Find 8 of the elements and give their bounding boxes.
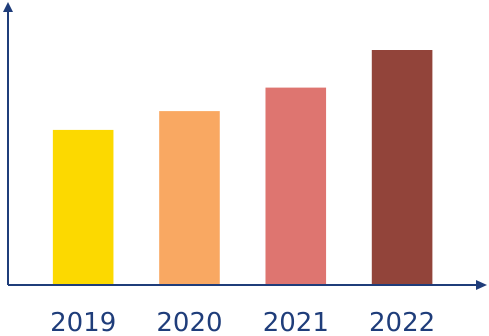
bar — [372, 50, 432, 285]
x-tick-label: 2021 — [262, 308, 329, 336]
bar — [265, 88, 326, 285]
bar — [159, 111, 220, 285]
x-tick-label: 2020 — [156, 308, 223, 336]
x-tick-label: 2022 — [369, 308, 436, 336]
bar — [52, 130, 114, 285]
x-tick-label: 2019 — [50, 308, 116, 336]
